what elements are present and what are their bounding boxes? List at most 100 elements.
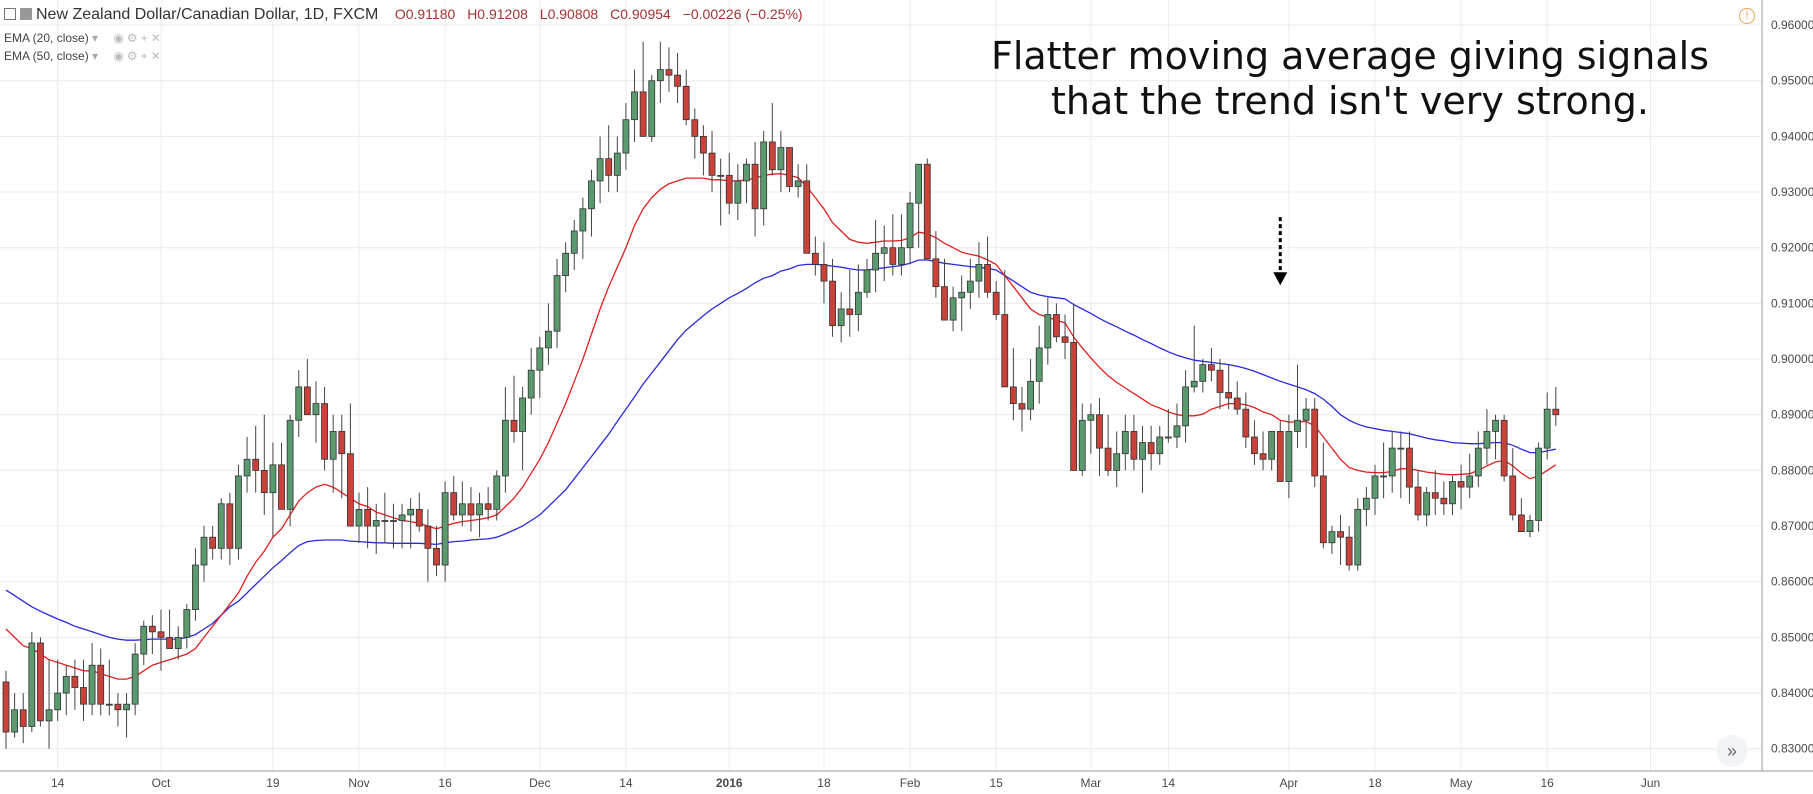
candle [1096, 398, 1103, 476]
candle [1535, 442, 1542, 532]
annotation-line-2: that the trend isn't very strong. [1051, 79, 1649, 123]
candle-body-up [1121, 431, 1129, 455]
candle-body-up [656, 69, 664, 82]
chevron-down-icon[interactable]: ▾ [92, 31, 99, 45]
candle [424, 509, 432, 582]
candle [174, 626, 182, 660]
candle-body-up [54, 692, 62, 711]
gear-icon[interactable]: ⚙ [126, 31, 141, 45]
candle-body-up [1474, 447, 1482, 477]
candle [286, 414, 294, 527]
indicator-ema20-legend[interactable]: EMA (20, close) ▾ ◉⚙+✕ [4, 31, 164, 45]
low-value: L0.90808 [539, 6, 599, 22]
candle-body-up [1302, 408, 1310, 421]
candle-body-up [872, 252, 880, 271]
eye-icon[interactable]: ◉ [113, 49, 127, 63]
indicator-label: EMA (50, close) [4, 49, 89, 63]
candle [932, 231, 940, 298]
candle [209, 526, 217, 560]
candle [553, 258, 561, 348]
candle [656, 41, 664, 103]
candle-body-up [235, 475, 242, 549]
candle [1371, 464, 1379, 515]
time-axis[interactable]: 14 Oct 19 Nov 16 Dec 14 2016 18 Feb 15 Mar 14 Apr 18 Ma… [0, 770, 1813, 790]
candle [545, 303, 552, 365]
indicator-tools[interactable]: ◉⚙+✕ [113, 49, 163, 63]
candle [1156, 425, 1164, 465]
plus-icon[interactable]: + [140, 49, 151, 63]
candle [588, 169, 595, 237]
gear-icon[interactable]: ⚙ [126, 49, 141, 63]
candle [700, 125, 707, 176]
eye-icon[interactable]: ◉ [113, 31, 127, 45]
scroll-to-realtime-button[interactable]: » [1716, 735, 1748, 767]
candle-body-down [1216, 369, 1224, 393]
candle [717, 158, 725, 226]
candle [415, 492, 423, 532]
candle-body-down [700, 135, 707, 154]
candle-body-down [691, 119, 699, 137]
candle-body-down [19, 709, 27, 727]
candle-body-up [192, 564, 199, 610]
candle [114, 693, 122, 727]
x-tick-label: 18 [817, 776, 831, 790]
candle [958, 275, 966, 332]
candle-body-down [1276, 431, 1284, 482]
candle [1543, 392, 1551, 460]
candle-body-down [1509, 475, 1517, 516]
candle-body-up [1285, 431, 1293, 482]
candle-body-up [123, 703, 130, 711]
x-tick-label: 15 [989, 776, 1003, 790]
candle-body-up [476, 503, 483, 516]
candle-body-down [941, 286, 948, 321]
indicator-ema50-legend[interactable]: EMA (50, close) ▾ ◉⚙+✕ [4, 49, 164, 63]
candle-body-up [854, 291, 862, 315]
candle [1070, 303, 1078, 471]
candle [966, 258, 974, 309]
close-icon[interactable]: ✕ [150, 31, 164, 45]
x-tick-label: 18 [1368, 776, 1382, 790]
y-tick-label: 0.86000 [1771, 575, 1813, 589]
y-tick-label: 0.95000 [1771, 74, 1813, 88]
candle [243, 436, 251, 493]
candle [11, 693, 19, 738]
candle-body-down [148, 625, 156, 633]
candle [88, 642, 96, 716]
candle-body-down [157, 631, 165, 638]
candle [183, 603, 191, 649]
candle [1233, 381, 1241, 415]
candle-body-up [88, 664, 96, 705]
indicator-tools[interactable]: ◉⚙+✕ [113, 31, 163, 45]
candle [872, 219, 880, 293]
candle [786, 147, 793, 193]
candle-body-up [295, 386, 303, 421]
price-axis[interactable]: 0.96000 0.95000 0.94000 0.93000 0.92000 0.910… [1761, 0, 1813, 771]
candle [1319, 442, 1327, 549]
candle-body-down [846, 308, 854, 315]
candle [811, 236, 819, 276]
candle-body-down [209, 536, 217, 549]
collapse-icon[interactable] [4, 8, 16, 20]
candle-body-up [777, 147, 785, 171]
candle [708, 130, 716, 193]
plus-icon[interactable]: + [140, 31, 151, 45]
candle-body-up [880, 247, 888, 254]
candle-body-down [1225, 392, 1233, 399]
y-tick-label: 0.90000 [1771, 352, 1813, 366]
candle [1130, 414, 1138, 471]
chevron-down-icon[interactable]: ▾ [92, 49, 99, 63]
x-tick-label: Feb [900, 776, 921, 790]
candle [1009, 347, 1017, 421]
alert-icon[interactable]: ! [1739, 8, 1755, 24]
candle-body-down [674, 74, 681, 87]
x-tick-label: Oct [152, 776, 171, 790]
candle [1225, 364, 1233, 410]
candle [105, 659, 113, 716]
candle-body-up [1173, 425, 1181, 438]
candle [1483, 409, 1491, 465]
close-icon[interactable]: ✕ [150, 49, 164, 63]
candle-body-down [321, 403, 328, 460]
candle [639, 41, 647, 137]
candle [329, 414, 337, 493]
